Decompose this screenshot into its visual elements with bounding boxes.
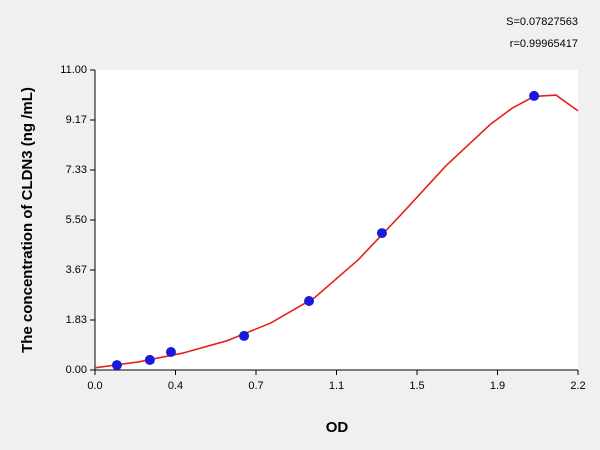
x-tick-label: 1.9	[490, 380, 505, 392]
y-tick-label: 3.67	[66, 264, 87, 276]
x-tick-label: 1.5	[409, 380, 424, 392]
y-tick-label: 11.00	[60, 64, 87, 76]
data-point	[111, 360, 122, 371]
annotation: S=0.07827563	[506, 16, 578, 28]
y-tick-label: 5.50	[66, 214, 87, 226]
data-point	[144, 354, 155, 365]
data-point	[165, 347, 176, 357]
x-tick-label: 2.2	[570, 380, 585, 392]
x-axis-label: OD	[326, 419, 349, 436]
annotation: r=0.99965417	[510, 38, 578, 50]
y-tick-label: 1.83	[66, 314, 87, 326]
x-tick-label: 0.0	[87, 380, 102, 392]
x-tick-label: 0.7	[248, 380, 263, 392]
x-tick-label: 1.1	[329, 380, 344, 392]
data-point	[529, 90, 540, 101]
y-tick-label: 9.17	[66, 114, 87, 126]
data-point	[376, 228, 387, 239]
y-tick-label: 7.33	[66, 164, 87, 176]
y-axis-label: The concentration of CLDN3 (ng /mL)	[19, 87, 36, 353]
y-tick-label: 0.00	[66, 364, 87, 376]
plot-area	[95, 70, 578, 370]
x-tick-label: 0.4	[168, 380, 183, 392]
data-point	[304, 296, 315, 306]
data-point	[239, 330, 250, 341]
